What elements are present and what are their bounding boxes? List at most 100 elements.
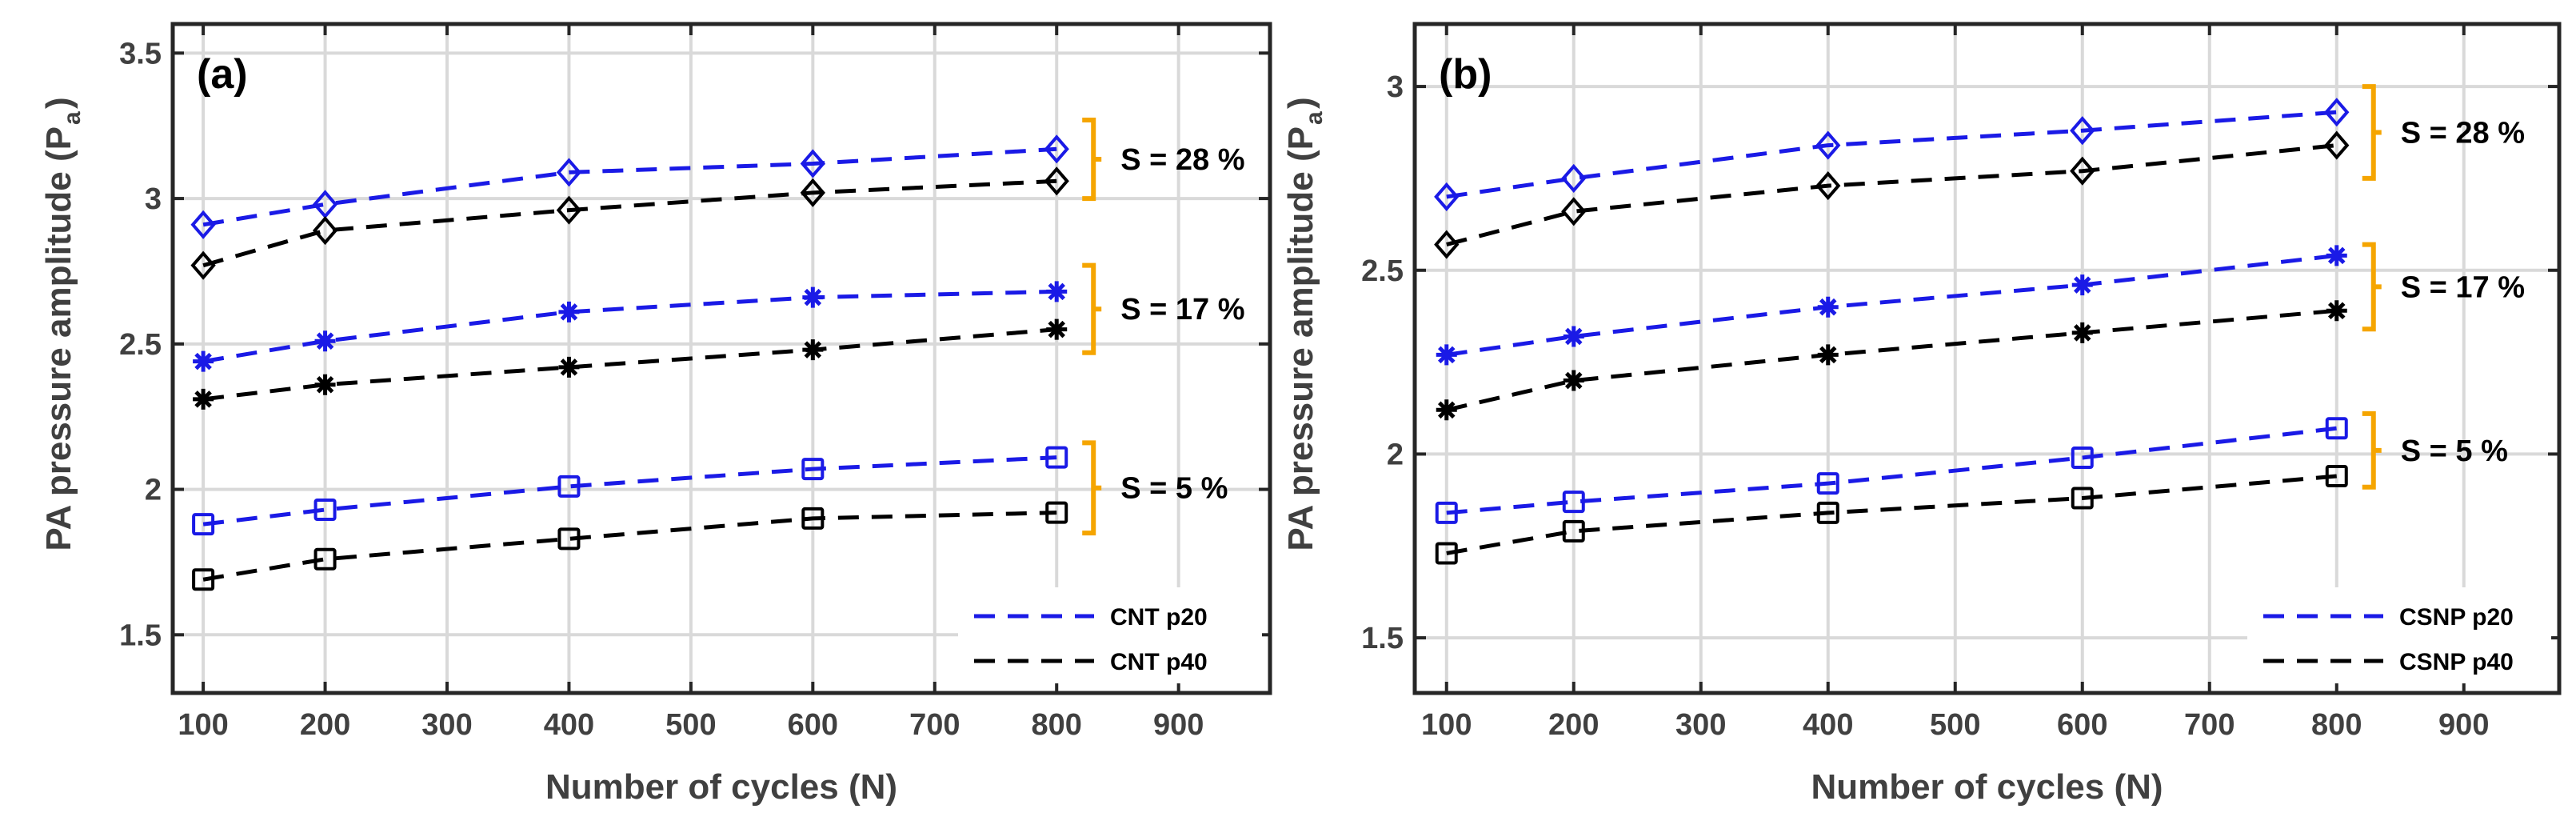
- panel-a-data-point-diamond: [1044, 166, 1069, 196]
- panel-b-group-annotation: S = 5 %: [2401, 435, 2508, 468]
- panel-b-data-point-square: [2325, 464, 2348, 487]
- panel-a-bracket: [1082, 440, 1102, 536]
- panel-b-data-point-diamond: [2324, 98, 2350, 127]
- panel-a-data-point-square: [314, 499, 337, 522]
- panel-a-y-axis-label-main: PA pressure amplitude (P: [39, 126, 78, 551]
- panel-b-x-tick-label: 600: [2057, 708, 2107, 742]
- panel-b-y-tick-label: 3: [1387, 70, 1404, 104]
- panel-b-data-point-square: [2071, 447, 2094, 470]
- panel-b-x-axis-label: Number of cycles (N): [1811, 767, 2163, 807]
- panel-b-data-point-diamond: [1434, 182, 1460, 211]
- panel-b-x-tick-label: 500: [1930, 708, 1980, 742]
- panel-b-data-point-diamond: [2324, 130, 2350, 160]
- panel-b-group-annotation: S = 28 %: [2401, 117, 2525, 150]
- panel-a-data-point-square: [192, 568, 215, 591]
- panel-a-group-annotation: S = 5 %: [1120, 472, 1228, 506]
- panel-a-data-point-star: [314, 330, 336, 352]
- panel-a-data-point-diamond: [800, 149, 825, 178]
- panel-b-x-tick-label: 300: [1675, 708, 1726, 742]
- panel-a-y-axis-label-close: ): [39, 97, 78, 109]
- panel-b-data-point-diamond: [1561, 163, 1587, 193]
- panel-a-data-point-star: [558, 356, 580, 378]
- panel-a-x-tick-label: 500: [665, 708, 716, 742]
- panel-a-group-annotation: S = 17 %: [1120, 293, 1244, 326]
- panel-a-series-line: [202, 327, 1057, 402]
- panel-b-y-axis-label-main: PA pressure amplitude (P: [1281, 126, 1320, 551]
- panel-a-y-axis-label-subscript: a: [59, 111, 86, 125]
- panel-b-data-point-diamond: [1815, 171, 1841, 201]
- panel-a-x-tick-label: 900: [1153, 708, 1204, 742]
- panel-a-legend-label: CNT p20: [1110, 604, 1208, 631]
- panel-a-x-tick-label: 800: [1032, 708, 1082, 742]
- panel-b-data-point-square: [1435, 501, 1458, 524]
- panel-a-bracket: [1082, 117, 1102, 202]
- panel-b-y-axis-label-close: ): [1281, 97, 1320, 109]
- panel-a-data-point-diamond: [190, 210, 216, 239]
- panel-b-y-axis-label-subscript: a: [1301, 111, 1328, 125]
- panel-b-label: (b): [1439, 51, 1492, 98]
- panel-a-data-point-star: [802, 286, 824, 308]
- panel-a-data-point-square: [192, 513, 215, 536]
- panel-b-data-point-diamond: [1561, 197, 1587, 226]
- panel-b-series: [1434, 98, 2350, 565]
- panel-b-bracket: [2362, 84, 2382, 181]
- panel-b-data-point-star: [1436, 344, 1457, 366]
- panel-a-data-point-square: [557, 527, 581, 551]
- panel-a-data-point-diamond: [556, 158, 582, 187]
- panel-a-ticks: 100 200 300 400 500 600 700 800 900 1.5 2 2.5 3 3.5: [119, 24, 1270, 742]
- panel-a-x-tick-label: 600: [788, 708, 838, 742]
- panel-a-x-tick-label: 100: [178, 708, 228, 742]
- panel-b-annotations: S = 28 % S = 17 % S = 5 %: [2362, 84, 2525, 490]
- panel-b-series-line: [1446, 143, 2338, 247]
- panel-b-data-point-diamond: [2070, 156, 2095, 186]
- panel-a-data-point-star: [193, 350, 214, 372]
- panel-a-data-point-star: [193, 388, 214, 410]
- panel-b-legend: CSNP p20 CSNP p40: [2247, 587, 2551, 683]
- panel-a-data-point-square: [801, 458, 825, 481]
- panel-b-data-point-square: [1562, 519, 1585, 543]
- panel-a-series-line: [202, 511, 1057, 582]
- panel-b-bracket: [2362, 242, 2382, 332]
- panel-b-series-line: [1446, 110, 2337, 199]
- panel-a-y-tick-label: 1.5: [119, 619, 162, 652]
- panel-a-data-point-square: [1045, 446, 1068, 469]
- panel-a-y-tick-label: 3: [145, 182, 162, 216]
- panel-a-x-tick-label: 200: [300, 708, 350, 742]
- panel-a-legend-label: CNT p40: [1110, 649, 1208, 675]
- panel-a-legend-box: [958, 587, 1262, 683]
- panel-b-group-annotation: S = 17 %: [2401, 270, 2525, 304]
- panel-a-series-line: [202, 455, 1057, 527]
- panel-b-y-tick-label: 1.5: [1361, 622, 1404, 655]
- panel-b-data-point-star: [1563, 370, 1584, 391]
- panel-a-data-point-square: [314, 547, 337, 571]
- panel-a-x-tick-label: 300: [421, 708, 472, 742]
- panel-b-data-point-square: [1562, 491, 1585, 514]
- panel-b-x-tick-label: 400: [1803, 708, 1853, 742]
- panel-b-x-tick-label: 800: [2311, 708, 2362, 742]
- panel-a-y-tick-label: 2: [145, 474, 162, 507]
- panel-b-ticks: 100 200 300 400 500 600 700 800 900 1.5 2 2.5 3: [1361, 24, 2559, 742]
- panel-b-data-point-square: [2071, 487, 2094, 510]
- panel-a-label: (a): [197, 51, 248, 98]
- panel-a-series-line: [202, 289, 1057, 364]
- panel-a-data-point-square: [801, 507, 825, 530]
- panel-b-data-point-star: [1817, 344, 1839, 366]
- panel-b-legend-box: [2247, 587, 2551, 683]
- panel-a-data-point-star: [802, 339, 824, 361]
- panel-b-data-point-square: [1816, 472, 1839, 495]
- panel-b-data-point-star: [2326, 300, 2347, 322]
- panel-b-y-tick-label: 2: [1387, 438, 1404, 471]
- panel-b-data-point-diamond: [1815, 130, 1841, 160]
- panel-b-data-point-diamond: [1434, 230, 1460, 259]
- panel-b-data-point-square: [2325, 417, 2348, 440]
- panel-b-data-point-star: [2071, 322, 2093, 343]
- panel-b-data-point-star: [2071, 274, 2093, 296]
- panel-a-data-point-diamond: [1044, 134, 1069, 164]
- panel-b-legend-label: CSNP p20: [2399, 604, 2514, 631]
- panel-b-legend-label: CSNP p40: [2399, 649, 2514, 675]
- panel-a-axes-box: [170, 22, 1272, 695]
- panel-a-y-axis-label: PA pressure amplitude (P a ): [39, 97, 86, 551]
- panel-b-x-tick-label: 100: [1421, 708, 1472, 742]
